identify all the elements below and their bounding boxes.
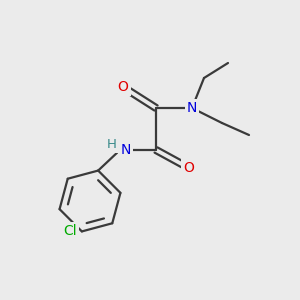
Text: O: O xyxy=(184,161,194,175)
Text: N: N xyxy=(187,101,197,115)
Text: N: N xyxy=(120,143,130,157)
Text: H: H xyxy=(107,138,116,151)
Text: Cl: Cl xyxy=(63,224,77,239)
Text: O: O xyxy=(118,80,128,94)
